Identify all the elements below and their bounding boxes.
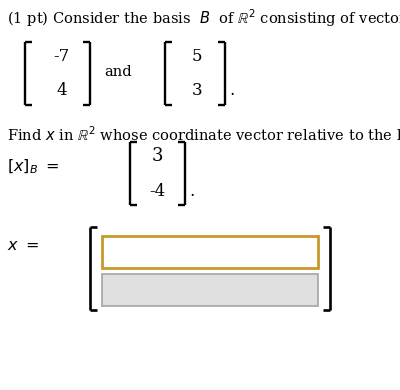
Text: 3: 3 [192,82,202,99]
Text: .: . [189,183,194,200]
Bar [102,236,318,268]
Text: -7: -7 [53,48,70,65]
Text: $x\ =$: $x\ =$ [7,237,39,254]
Text: Find $x$ in $\mathbb{R}^2$ whose coordinate vector relative to the basis  $B$  i: Find $x$ in $\mathbb{R}^2$ whose coordin… [7,125,400,144]
Text: -4: -4 [149,183,166,200]
Text: 4: 4 [56,82,67,99]
Text: (1 pt) Consider the basis  $B$  of $\mathbb{R}^2$ consisting of vectors: (1 pt) Consider the basis $B$ of $\mathb… [7,7,400,29]
Bar [102,274,318,306]
Text: .: . [229,82,234,99]
Text: 3: 3 [152,147,163,165]
Text: 5: 5 [192,48,202,65]
Text: $[x]_B\ =$: $[x]_B\ =$ [7,158,59,176]
Text: and: and [104,64,132,78]
